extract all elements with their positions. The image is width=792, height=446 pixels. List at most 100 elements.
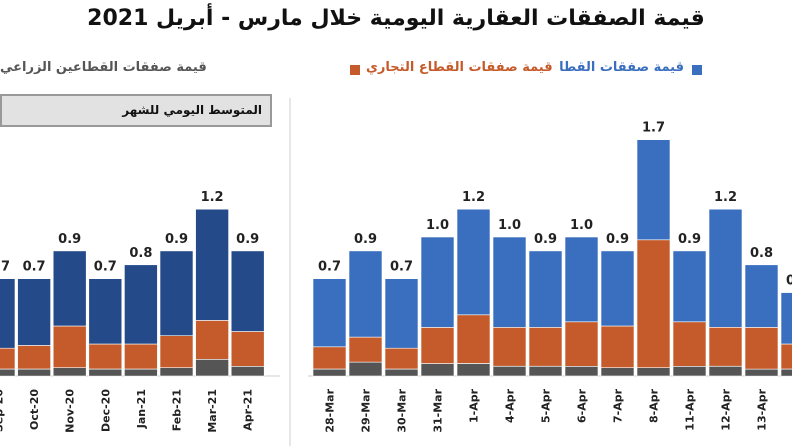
total-label-daily-11-apr: 0.9 (678, 232, 701, 247)
tick-label-daily-8-apr: 8-Apr (648, 388, 661, 423)
tick-label-daily-12-apr: 12-Apr (720, 388, 733, 430)
total-label-daily-4-apr: 1.0 (498, 218, 521, 233)
tick-label-daily-11-apr: 11-Apr (684, 388, 697, 430)
total-label-daily-5-apr: 0.9 (534, 232, 557, 247)
tick-label-monthly-dec-20: Dec-20 (99, 389, 112, 432)
bar-residential-daily-12-apr (708, 208, 743, 328)
total-label-monthly-apr-21: 0.9 (236, 232, 259, 247)
bar-commercial-daily-12-apr (708, 326, 743, 367)
total-label-daily-28-mar: 0.7 (318, 260, 341, 275)
total-label-daily-14-apr: 0.6 (786, 274, 792, 289)
bar-residential-daily-13-apr (744, 264, 779, 328)
tick-label-daily-13-apr: 13-Apr (756, 388, 769, 430)
tick-label-monthly-feb-21: Feb-21 (171, 389, 184, 431)
total-label-daily-6-apr: 1.0 (570, 218, 593, 233)
bar-residential-monthly-feb-21 (159, 250, 194, 336)
bar-other-daily-7-apr (600, 367, 635, 377)
bar-commercial-daily-30-mar (384, 347, 419, 370)
bar-commercial-monthly-oct-20 (17, 345, 51, 370)
bar-commercial-daily-11-apr (672, 321, 707, 367)
total-label-monthly-dec-20: 0.7 (94, 260, 117, 275)
legend-swatch-commercial (350, 65, 360, 75)
bar-other-daily-29-mar (348, 361, 383, 377)
bar-commercial-daily-28-mar (312, 346, 347, 370)
bar-residential-daily-6-apr (564, 236, 599, 323)
bar-other-monthly-sep-20 (0, 368, 16, 377)
bar-commercial-daily-14-apr (780, 343, 792, 370)
bar-residential-daily-5-apr (528, 250, 563, 328)
tick-label-daily-6-apr: 6-Apr (576, 388, 589, 423)
tick-label-monthly-apr-21: Apr-21 (242, 389, 255, 431)
total-label-daily-30-mar: 0.7 (390, 260, 413, 275)
bar-residential-daily-11-apr (672, 250, 707, 323)
total-label-daily-31-mar: 1.0 (426, 218, 449, 233)
tick-label-daily-29-mar: 29-Mar (360, 388, 373, 432)
bar-other-monthly-nov-20 (52, 367, 87, 377)
bar-residential-daily-1-apr (456, 208, 491, 316)
bar-other-daily-12-apr (708, 365, 743, 377)
bar-other-daily-14-apr (780, 368, 792, 377)
bar-commercial-daily-8-apr (636, 239, 671, 369)
chart-title: قيمة الصفقات العقارية اليومية خلال مارس … (87, 6, 705, 31)
bar-other-monthly-oct-20 (17, 368, 51, 377)
bar-commercial-daily-13-apr (744, 327, 779, 370)
total-label-monthly-mar-21: 1.2 (201, 190, 224, 205)
bar-other-daily-31-mar (420, 363, 455, 377)
legend-label-other: قيمة صفقات القطاعين الزراعي (0, 60, 207, 75)
bar-residential-monthly-mar-21 (195, 208, 229, 321)
bar-other-daily-11-apr (672, 365, 707, 377)
tick-label-daily-31-mar: 31-Mar (432, 388, 445, 432)
bar-commercial-daily-5-apr (528, 326, 563, 367)
bar-other-daily-1-apr (456, 363, 491, 377)
legend-label-residential: قيمة صفقات القطاع السكني (560, 60, 684, 75)
bar-residential-monthly-sep-20 (0, 278, 16, 349)
bar-commercial-daily-7-apr (600, 325, 635, 369)
total-label-daily-13-apr: 0.8 (750, 246, 773, 261)
tick-label-daily-1-apr: 1-Apr (468, 388, 481, 423)
bar-other-daily-6-apr (564, 365, 599, 377)
total-label-monthly-sep-20: 0.7 (0, 260, 10, 275)
bar-commercial-daily-29-mar (348, 336, 383, 363)
bar-commercial-monthly-mar-21 (195, 320, 229, 360)
tick-label-monthly-mar-21: Mar-21 (206, 389, 219, 433)
bar-other-monthly-apr-21 (230, 365, 265, 377)
bar-commercial-monthly-feb-21 (159, 335, 194, 369)
bar-other-daily-5-apr (528, 365, 563, 377)
bar-other-monthly-mar-21 (195, 358, 229, 377)
bar-other-monthly-dec-20 (88, 368, 123, 377)
total-label-daily-29-mar: 0.9 (354, 232, 377, 247)
bar-residential-daily-14-apr (780, 292, 792, 345)
bar-commercial-daily-31-mar (420, 327, 455, 364)
bar-other-daily-30-mar (384, 368, 419, 377)
total-label-monthly-feb-21: 0.9 (165, 232, 188, 247)
total-label-daily-12-apr: 1.2 (714, 190, 737, 205)
bar-residential-monthly-nov-20 (52, 250, 87, 327)
monthly-average-label: المتوسط اليومي للشهر (122, 103, 262, 117)
bar-other-daily-8-apr (636, 367, 671, 377)
bar-commercial-monthly-dec-20 (88, 343, 123, 370)
bar-commercial-daily-6-apr (564, 321, 599, 367)
tick-label-daily-4-apr: 4-Apr (504, 388, 517, 423)
bar-other-daily-4-apr (492, 365, 527, 377)
tick-label-daily-30-mar: 30-Mar (396, 388, 409, 432)
tick-label-monthly-sep-20: Sep-20 (0, 389, 6, 432)
bar-residential-daily-8-apr (636, 139, 671, 241)
legend-swatch-residential (692, 65, 702, 75)
bar-residential-daily-31-mar (420, 236, 455, 328)
bar-residential-monthly-apr-21 (230, 250, 265, 332)
bar-residential-monthly-dec-20 (88, 278, 123, 345)
bar-residential-daily-28-mar (312, 278, 347, 348)
bar-residential-daily-4-apr (492, 236, 527, 328)
bar-commercial-monthly-nov-20 (52, 325, 87, 369)
bar-commercial-monthly-sep-20 (0, 347, 16, 370)
tick-label-monthly-oct-20: Oct-20 (28, 389, 41, 430)
tick-label-daily-28-mar: 28-Mar (324, 388, 337, 432)
bar-other-daily-13-apr (744, 368, 779, 377)
bar-residential-daily-7-apr (600, 250, 635, 327)
bar-residential-daily-30-mar (384, 278, 419, 349)
legend-label-commercial: قيمة صفقات القطاع التجاري (366, 60, 553, 75)
total-label-monthly-jan-21: 0.8 (129, 246, 152, 261)
monthly-average-box: المتوسط اليومي للشهر (0, 94, 272, 127)
bar-residential-monthly-oct-20 (17, 278, 51, 346)
